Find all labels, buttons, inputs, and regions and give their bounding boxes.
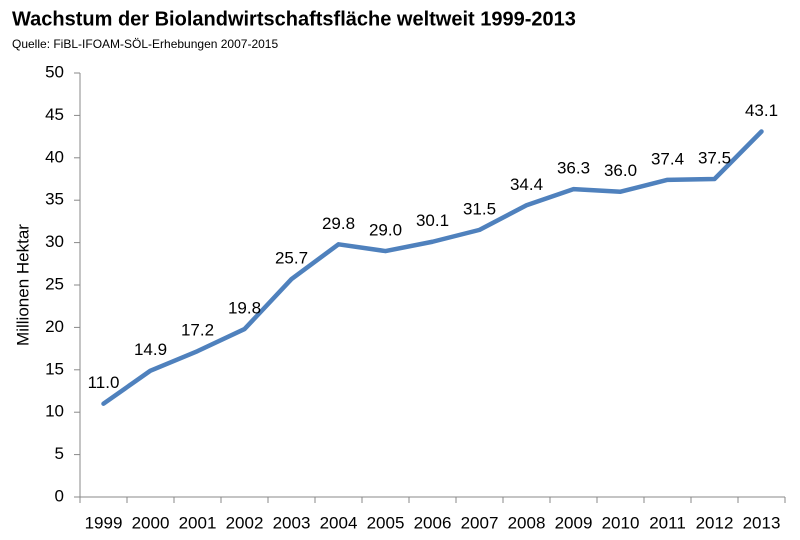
data-label: 34.4 [510,175,543,194]
data-label: 36.3 [557,159,590,178]
data-label: 25.7 [275,249,308,268]
data-label: 19.8 [228,299,261,318]
x-tick-label: 2002 [226,513,264,532]
x-tick-label: 2000 [132,513,170,532]
y-tick-label: 35 [45,190,64,209]
x-tick-label: 2006 [414,513,452,532]
x-tick-label: 2003 [273,513,311,532]
x-tick-label: 2010 [602,513,640,532]
data-label: 37.5 [698,148,731,167]
y-tick-label: 30 [45,232,64,251]
x-tick-label: 2012 [696,513,734,532]
data-label: 36.0 [604,161,637,180]
data-label: 37.4 [651,149,684,168]
x-tick-label: 2001 [179,513,217,532]
x-tick-label: 2005 [367,513,405,532]
y-tick-label: 10 [45,402,64,421]
data-label: 17.2 [181,321,214,340]
data-line [101,129,764,406]
y-tick-label: 0 [55,486,64,505]
x-tick-label: 2008 [508,513,546,532]
data-label: 29.0 [369,221,402,240]
data-label: 30.1 [416,211,449,230]
y-tick-label: 45 [45,105,64,124]
x-tick-label: 2007 [461,513,499,532]
y-tick-label: 20 [45,317,64,336]
data-label: 11.0 [88,373,120,392]
x-tick-label: 1999 [85,513,123,532]
x-tick-label: 2009 [555,513,593,532]
data-label: 31.5 [463,199,496,218]
x-tick-label: 2013 [743,513,781,532]
data-label: 43.1 [745,101,778,120]
x-tick-label: 2011 [649,513,686,532]
y-tick-label: 25 [45,274,64,293]
chart-title: Wachstum der Biolandwirtschaftsfläche we… [12,8,576,30]
y-tick-label: 50 [45,62,64,81]
y-tick-label: 40 [45,147,64,166]
data-label: 14.9 [134,340,167,359]
data-label: 29.8 [322,214,355,233]
y-tick-label: 15 [45,359,64,378]
y-axis-label: Millionen Hektar [13,224,32,346]
y-tick-label: 5 [55,444,64,463]
x-tick-label: 2004 [320,513,358,532]
chart-subtitle: Quelle: FiBL-IFOAM-SÖL-Erhebungen 2007-2… [12,37,278,51]
